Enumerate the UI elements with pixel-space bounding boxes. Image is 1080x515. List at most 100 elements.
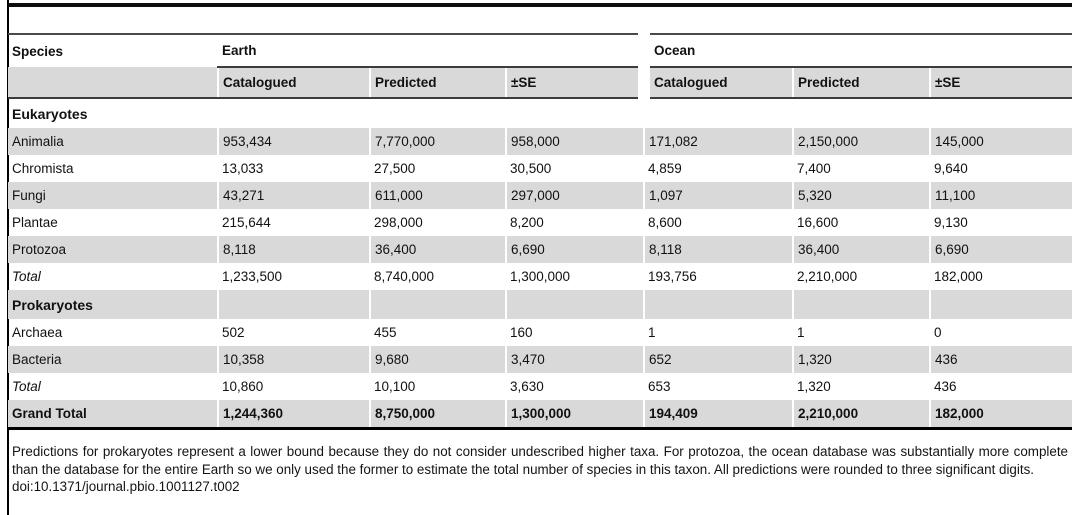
table-footnote: Predictions for prokaryotes represent a … <box>12 444 1068 477</box>
cell-ocean-se: 9,640 <box>934 161 968 176</box>
cell-earth-catalogued: 13,033 <box>222 161 264 176</box>
section-label: Prokaryotes <box>8 290 218 319</box>
cell-earth-predicted: 36,400 <box>369 236 506 263</box>
table-row-grand-total: Grand Total 1,244,360 8,750,000 1,300,00… <box>8 400 1073 430</box>
doi-line: doi:10.1371/journal.pbio.1001127.t002 <box>12 479 240 494</box>
col-header-ocean-catalogued: Catalogued <box>643 67 794 99</box>
cell-earth-catalogued: 502 <box>222 325 245 340</box>
cell-ocean-catalogued: 194,409 <box>643 400 794 430</box>
cell-earth-predicted: 9,680 <box>369 346 506 373</box>
cell-ocean-catalogued: 8,118 <box>643 236 794 263</box>
cell-ocean-catalogued: 1,097 <box>643 182 794 209</box>
cell-earth-se: 1,300,000 <box>504 400 645 430</box>
cell-earth-predicted: 298,000 <box>374 215 423 230</box>
table-row-prokaryotes-total: Total 10,860 10,100 3,630 653 1,320 436 <box>8 373 1072 400</box>
cell-earth-predicted: 8,740,000 <box>374 269 435 284</box>
section-label: Eukaryotes <box>12 105 88 122</box>
row-label: Total <box>12 269 41 284</box>
group-header-ocean: Ocean <box>644 33 1073 68</box>
cell-earth-catalogued: 1,233,500 <box>222 269 283 284</box>
cell-ocean-predicted: 2,150,000 <box>792 128 931 155</box>
cell-earth-se: 1,300,000 <box>510 269 571 284</box>
group-header-earth: Earth <box>218 33 651 68</box>
row-label: Plantae <box>12 215 58 230</box>
cell-ocean-predicted: 5,320 <box>792 182 931 209</box>
cell-ocean-catalogued: 653 <box>648 379 671 394</box>
cell-earth-predicted: 455 <box>374 325 397 340</box>
cell-ocean-catalogued: 171,082 <box>643 128 794 155</box>
row-label: Protozoa <box>8 236 218 263</box>
col-header-ocean-predicted: Predicted <box>792 67 931 99</box>
row-label: Animalia <box>8 128 218 155</box>
cell-ocean-catalogued: 8,600 <box>648 215 682 230</box>
cell-earth-catalogued: 1,244,360 <box>217 400 370 430</box>
col-header-species: Species <box>8 33 218 67</box>
cell-ocean-se: 9,130 <box>934 215 968 230</box>
cell-ocean-se: 11,100 <box>929 182 1073 209</box>
cell-earth-catalogued: 10,860 <box>222 379 264 394</box>
cell-earth-se: 958,000 <box>504 128 645 155</box>
cell-ocean-se: 182,000 <box>934 269 983 284</box>
cell-earth-se: 297,000 <box>504 182 645 209</box>
cell-ocean-predicted: 36,400 <box>792 236 931 263</box>
cell-ocean-catalogued: 1 <box>648 325 656 340</box>
col-header-ocean-se: ±SE <box>929 67 1073 99</box>
table-row-eukaryotes-total: Total 1,233,500 8,740,000 1,300,000 193,… <box>8 263 1072 290</box>
cell-earth-predicted: 611,000 <box>369 182 506 209</box>
cell-ocean-predicted: 2,210,000 <box>797 269 858 284</box>
table-row-fungi: Fungi 43,271 611,000 297,000 1,097 5,320… <box>8 182 1073 209</box>
cell-ocean-predicted: 1 <box>797 325 805 340</box>
cell-earth-se: 3,470 <box>504 346 645 373</box>
cell-earth-predicted: 27,500 <box>374 161 416 176</box>
cell-ocean-catalogued: 652 <box>643 346 794 373</box>
cell-earth-se: 3,630 <box>510 379 544 394</box>
cell-earth-catalogued: 953,434 <box>217 128 370 155</box>
cell-ocean-se: 436 <box>934 379 957 394</box>
cell-ocean-predicted: 1,320 <box>797 379 831 394</box>
group-header-row: Species Earth Ocean <box>8 33 1073 68</box>
cell-earth-predicted: 8,750,000 <box>369 400 506 430</box>
sub-header-row: Catalogued Predicted ±SE Catalogued Pred… <box>8 67 1073 99</box>
cell-ocean-se: 145,000 <box>929 128 1073 155</box>
table-row-archaea: Archaea 502 455 160 1 1 0 <box>8 319 1072 346</box>
row-label: Archaea <box>12 325 63 340</box>
cell-ocean-catalogued: 4,859 <box>648 161 682 176</box>
species-predictions-table: Species Earth Ocean Catalogued Predicted… <box>8 33 1073 430</box>
cell-ocean-se: 182,000 <box>929 400 1073 430</box>
section-row-prokaryotes: Prokaryotes <box>8 290 1073 319</box>
cell-ocean-predicted: 2,210,000 <box>792 400 931 430</box>
row-label: Chromista <box>12 161 74 176</box>
cell-earth-se: 160 <box>510 325 533 340</box>
cell-earth-catalogued: 10,358 <box>217 346 370 373</box>
cell-ocean-se: 436 <box>929 346 1073 373</box>
col-header-earth-se: ±SE <box>504 67 651 99</box>
cell-ocean-predicted: 16,600 <box>797 215 839 230</box>
cell-earth-catalogued: 8,118 <box>217 236 370 263</box>
table-row-animalia: Animalia 953,434 7,770,000 958,000 171,0… <box>8 128 1073 155</box>
cell-ocean-catalogued: 193,756 <box>648 269 697 284</box>
cell-earth-predicted: 7,770,000 <box>369 128 506 155</box>
top-thick-rule <box>8 3 1072 7</box>
cell-ocean-se: 6,690 <box>929 236 1073 263</box>
table-row-chromista: Chromista 13,033 27,500 30,500 4,859 7,4… <box>8 155 1072 182</box>
cell-ocean-se: 0 <box>934 325 942 340</box>
sub-header-empty <box>8 67 218 99</box>
cell-ocean-predicted: 7,400 <box>797 161 831 176</box>
cell-earth-se: 6,690 <box>504 236 645 263</box>
row-label: Bacteria <box>8 346 218 373</box>
cell-earth-se: 8,200 <box>510 215 544 230</box>
table-row-plantae: Plantae 215,644 298,000 8,200 8,600 16,6… <box>8 209 1072 236</box>
cell-earth-se: 30,500 <box>510 161 552 176</box>
col-header-earth-catalogued: Catalogued <box>217 67 370 99</box>
cell-earth-predicted: 10,100 <box>374 379 416 394</box>
cell-earth-catalogued: 215,644 <box>222 215 271 230</box>
section-row-eukaryotes: Eukaryotes <box>8 98 1072 128</box>
row-label: Fungi <box>8 182 218 209</box>
table-row-protozoa: Protozoa 8,118 36,400 6,690 8,118 36,400… <box>8 236 1073 263</box>
cell-ocean-predicted: 1,320 <box>792 346 931 373</box>
cell-earth-catalogued: 43,271 <box>217 182 370 209</box>
table-row-bacteria: Bacteria 10,358 9,680 3,470 652 1,320 43… <box>8 346 1073 373</box>
col-header-earth-predicted: Predicted <box>369 67 506 99</box>
row-label: Grand Total <box>8 400 218 430</box>
